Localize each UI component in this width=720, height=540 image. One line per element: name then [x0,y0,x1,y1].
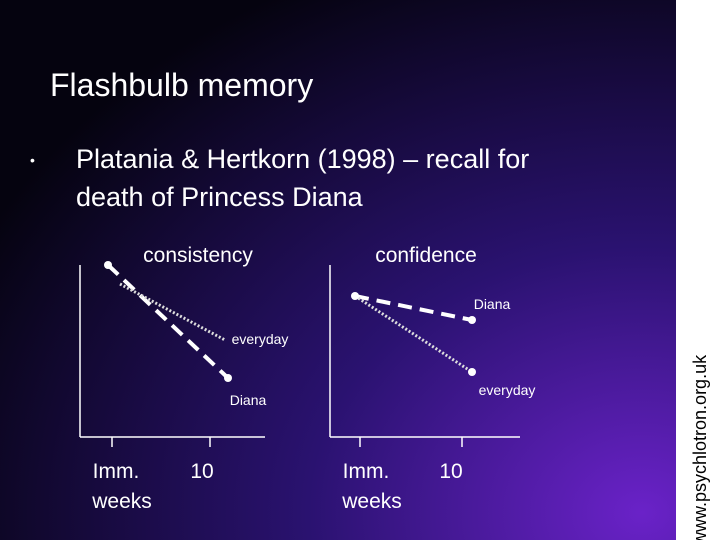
marker [104,261,112,269]
marker [224,374,232,382]
chart-title: consistency [143,244,253,267]
x-unit: weeks [341,490,402,513]
x-label: Imm. [93,460,140,483]
x-unit: weeks [91,490,152,513]
x-label: 10 [190,460,213,483]
bullet-line: Platania & Hertkorn (1998) – recall for [76,144,529,174]
x-label: 10 [439,460,462,483]
series-line [354,294,473,374]
marker [468,316,476,324]
series-line [106,263,230,380]
axes [79,265,265,447]
bullet-mark: • [30,152,35,168]
side-strip [676,0,720,540]
chart-title: confidence [375,244,477,267]
series-line [354,294,473,322]
axes [329,265,520,447]
series-label: everyday [232,331,289,347]
x-label: Imm. [343,460,390,483]
marker [351,292,359,300]
title: Flashbulb memory [50,67,313,103]
series-label: Diana [230,392,267,408]
side-text: www.psychlotron.org.uk [690,354,710,540]
bullet-line: death of Princess Diana [76,182,364,212]
series-label: everyday [479,382,536,398]
marker [468,368,476,376]
series-label: Diana [474,296,511,312]
